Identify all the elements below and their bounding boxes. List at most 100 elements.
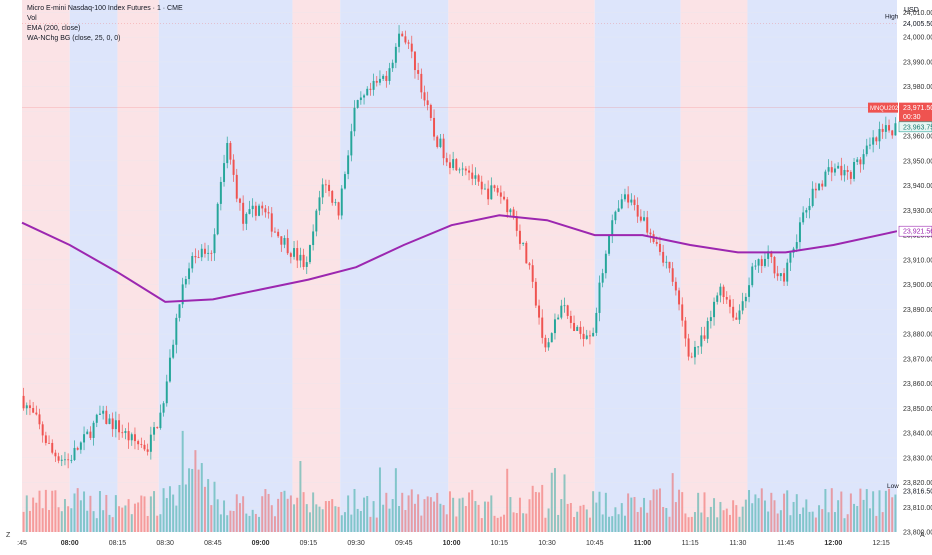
volume-bar: [73, 493, 76, 532]
volume-bar: [273, 516, 276, 532]
candle-body: [378, 78, 381, 83]
volume-bar: [22, 511, 25, 532]
candle-body: [305, 262, 308, 267]
candle-body: [853, 162, 856, 179]
volume-bar: [767, 511, 770, 532]
candle-body: [337, 202, 340, 216]
volume-bar: [878, 490, 881, 532]
candle-body: [203, 248, 206, 254]
volume-bar: [203, 486, 206, 532]
volume-bar: [506, 468, 509, 532]
candle-body: [356, 100, 359, 108]
volume-bar: [856, 506, 859, 532]
candle-body: [840, 165, 843, 176]
volume-bar: [385, 492, 388, 532]
time-axis-panel: [0, 532, 932, 550]
candle-body: [318, 197, 321, 211]
volume-bar: [818, 505, 821, 532]
candle-body: [490, 185, 493, 200]
legend-volume[interactable]: Vol: [27, 15, 37, 22]
volume-bar: [662, 506, 665, 532]
volume-bar: [534, 491, 537, 532]
candle-body: [213, 234, 216, 254]
candle-body: [165, 381, 168, 404]
volume-bar: [442, 505, 445, 532]
auto-scale-button[interactable]: A: [920, 532, 925, 539]
volume-bar: [461, 497, 464, 532]
ema-value: 23,921.56: [903, 229, 932, 236]
candle-body: [884, 125, 887, 132]
candle-body: [601, 273, 604, 283]
candle-body: [261, 205, 264, 209]
volume-bar: [522, 513, 525, 532]
candle-body: [156, 427, 159, 429]
candle-body: [67, 459, 70, 461]
candle-body: [620, 199, 623, 209]
candle-body: [789, 252, 792, 263]
volume-bar: [328, 500, 331, 532]
candle-body: [751, 266, 754, 286]
candle-body: [445, 158, 448, 163]
high-value-box: [898, 18, 932, 29]
volume-bar: [423, 499, 426, 532]
candle-body: [875, 137, 878, 142]
candle-body: [442, 138, 445, 159]
candle-body: [541, 317, 544, 338]
price-tick-label: 23,860.00: [903, 381, 932, 388]
volume-bar: [331, 499, 334, 532]
volume-bar: [550, 472, 553, 532]
volume-bar: [471, 489, 474, 532]
candle-body: [130, 434, 133, 441]
volume-bar: [347, 495, 350, 532]
volume-bar: [194, 450, 197, 532]
candle-body: [878, 128, 881, 142]
volume-bar: [318, 506, 321, 532]
candle-body: [496, 188, 499, 193]
low-label: Low: [887, 483, 899, 490]
volume-bar: [496, 517, 499, 532]
candle-body: [824, 171, 827, 187]
volume-bar: [709, 506, 712, 532]
legend-indicator[interactable]: WA-NChg BG (close, 25, 0, 0): [27, 35, 121, 42]
time-tick-label: 08:15: [109, 540, 127, 547]
price-tick-label: 23,960.00: [903, 134, 932, 141]
volume-bar: [792, 501, 795, 532]
candle-body: [888, 125, 891, 131]
volume-bar: [633, 496, 636, 532]
volume-bar: [388, 508, 391, 532]
volume-bar: [321, 509, 324, 532]
ema-line-layer: [21, 214, 898, 303]
candle-body: [506, 199, 509, 213]
volume-bar: [786, 490, 789, 532]
volume-bar: [293, 504, 296, 532]
volume-bar: [378, 467, 381, 532]
candle-body: [57, 456, 60, 461]
candle-body: [89, 431, 92, 438]
candle-body: [693, 346, 696, 358]
candle-body: [598, 282, 601, 313]
volume-bar: [582, 504, 585, 532]
corner-left-label[interactable]: Z: [6, 532, 11, 539]
candle-body: [146, 449, 149, 452]
volume-bar: [302, 492, 305, 532]
candle-body: [830, 167, 833, 173]
candle-body: [299, 254, 302, 261]
candle-body: [649, 232, 652, 235]
volume-bar: [760, 488, 763, 532]
volume-bar: [598, 491, 601, 532]
legend-title[interactable]: Micro E-mini Nasdaq-100 Index Futures · …: [27, 5, 183, 12]
volume-bar: [165, 498, 168, 532]
candle-body: [487, 188, 490, 200]
volume-bar: [245, 513, 248, 532]
candle-body: [369, 88, 372, 90]
volume-bar: [518, 497, 521, 532]
candle-body: [191, 256, 194, 269]
volume-bar: [28, 510, 31, 532]
candle-body: [334, 202, 337, 204]
candle-body: [235, 174, 238, 199]
legend-ema[interactable]: EMA (200, close): [27, 25, 81, 32]
candle-body: [573, 322, 576, 331]
volume-bar: [353, 488, 356, 532]
